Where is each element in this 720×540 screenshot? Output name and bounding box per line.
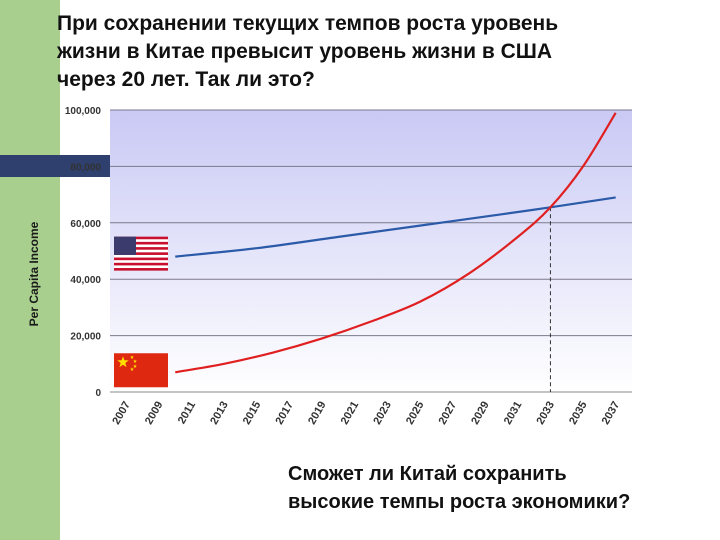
- china-flag-small-star: [130, 367, 134, 371]
- y-tick-label: 100,000: [65, 106, 102, 117]
- china-flag-star: [117, 356, 129, 368]
- x-tick-label: 2031: [502, 400, 525, 427]
- usa-flag-stripe: [114, 252, 168, 255]
- x-tick-label: 2033: [534, 400, 557, 427]
- y-tick-label: 60,000: [70, 219, 101, 230]
- x-tick-label: 2025: [404, 400, 427, 427]
- usa-flag-stripe: [114, 236, 168, 240]
- question-line-2: высокие темпы роста экономики?: [288, 491, 631, 513]
- x-tick-label: 2013: [208, 400, 231, 427]
- x-tick-label: 2029: [469, 400, 492, 427]
- china-flag-small-star: [133, 364, 137, 368]
- usa-flag-stripe: [114, 268, 168, 271]
- slide-title: При сохранении текущих темпов роста уров…: [57, 10, 657, 94]
- x-tick-label: 2011: [176, 400, 198, 427]
- china-flag-small-star: [133, 359, 137, 363]
- question-line-1: Сможет ли Китай сохранить: [288, 463, 567, 485]
- x-tick-label: 2027: [437, 400, 460, 427]
- usa-flag-stripe: [114, 247, 168, 250]
- x-tick-label: 2007: [110, 400, 133, 427]
- question-text: Сможет ли Китай сохранить высокие темпы …: [288, 460, 708, 516]
- slide-title-line-3: через 20 лет. Так ли это?: [57, 68, 315, 91]
- x-tick-label: 2019: [306, 400, 329, 427]
- y-tick-label: 0: [95, 388, 101, 399]
- y-tick-label: 40,000: [70, 275, 101, 286]
- slide-title-line-1: При сохранении текущих темпов роста уров…: [57, 12, 559, 35]
- usa-flag-stripe: [114, 257, 168, 261]
- x-tick-label: 2021: [339, 400, 362, 427]
- y-tick-label: 80,000: [70, 162, 101, 173]
- x-tick-label: 2015: [241, 400, 264, 427]
- x-tick-label: 2023: [371, 400, 394, 427]
- x-tick-label: 2009: [143, 400, 166, 427]
- china-flag: [114, 353, 168, 388]
- x-tick-label: 2035: [567, 400, 590, 427]
- usa-flag-stripe: [114, 262, 168, 266]
- side-decor-band: [0, 0, 60, 540]
- china-flag-small-star: [130, 355, 134, 359]
- china-flag-field: [114, 353, 168, 388]
- x-tick-label: 2037: [600, 400, 623, 427]
- usa-flag: [114, 236, 168, 271]
- slide-title-line-2: жизни в Китае превысит уровень жизни в С…: [57, 40, 552, 63]
- y-tick-label: 20,000: [70, 332, 101, 343]
- x-tick-label: 2017: [273, 400, 296, 427]
- plot-area: [110, 110, 632, 392]
- usa-flag-canton: [114, 236, 136, 255]
- series-line-china: [175, 112, 617, 374]
- usa-flag-stripe: [114, 241, 168, 245]
